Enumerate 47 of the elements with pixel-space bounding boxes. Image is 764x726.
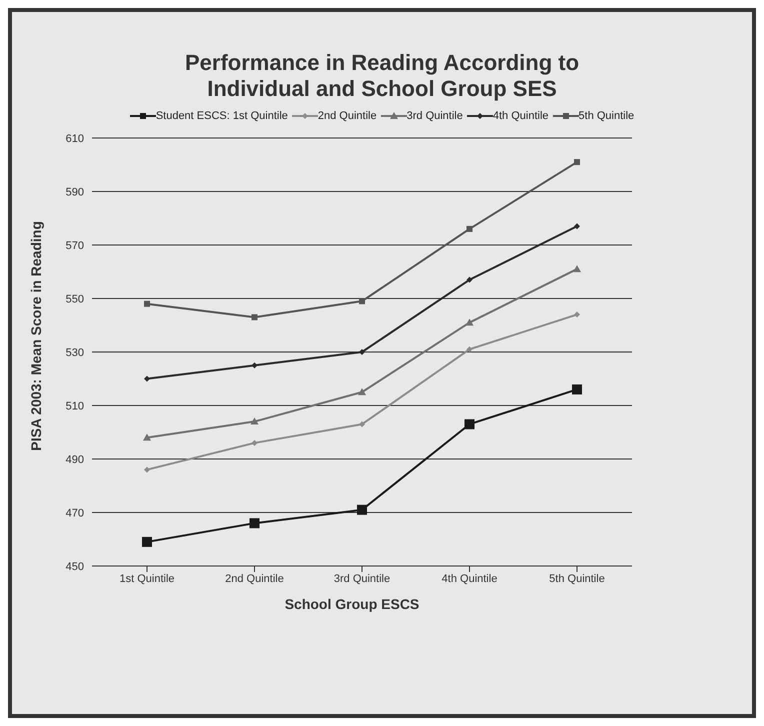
legend-label: 3rd Quintile	[406, 110, 463, 122]
point	[573, 265, 581, 272]
point	[574, 159, 580, 166]
point	[359, 298, 365, 304]
point	[466, 226, 472, 232]
point	[144, 466, 150, 473]
point	[252, 440, 258, 446]
y-tick-label: 510	[66, 400, 84, 412]
point	[142, 536, 152, 547]
point	[250, 418, 258, 425]
x-tick-label: 5th Quintile	[549, 572, 605, 585]
x-axis-title: School Group ESCS	[284, 596, 420, 612]
chart-title: Performance in Reading According to Individual and School Group SES	[184, 50, 580, 102]
point	[143, 434, 151, 441]
point	[466, 318, 474, 326]
y-tick-label: 590	[66, 186, 84, 198]
y-axis-title: PISA 2003: Mean Score in Reading	[28, 221, 44, 451]
point	[357, 504, 367, 515]
x-tick-label: 2nd Quintile	[225, 572, 284, 585]
point	[466, 346, 472, 352]
point	[572, 384, 582, 394]
point	[574, 223, 580, 230]
x-tick-label: 1st Quintile	[119, 572, 175, 585]
legend-label: 5th Quintile	[578, 110, 634, 122]
y-tick-label: 530	[66, 346, 84, 359]
point	[144, 300, 150, 307]
x-tick-label: 3rd Quintile	[334, 572, 390, 585]
y-tick-label: 450	[66, 560, 84, 573]
y-tick-label: 570	[66, 240, 84, 252]
point	[359, 349, 365, 355]
point	[359, 421, 365, 428]
legend-label: 2nd Quintile	[318, 110, 377, 122]
y-tick-label: 610	[66, 132, 84, 145]
legend-label: 4th Quintile	[492, 110, 549, 122]
legend-label: Student ESCS: 1st Quintile	[156, 110, 288, 122]
point	[144, 376, 150, 382]
point	[252, 362, 258, 368]
y-tick-label: 550	[66, 293, 84, 306]
point	[466, 276, 472, 283]
point	[358, 388, 366, 396]
point	[252, 314, 258, 320]
y-tick-label: 490	[66, 454, 84, 466]
point	[574, 312, 580, 318]
x-tick-label: 4th Quintile	[442, 572, 498, 585]
y-tick-label: 470	[66, 507, 84, 520]
point	[250, 518, 260, 528]
point	[464, 419, 474, 430]
